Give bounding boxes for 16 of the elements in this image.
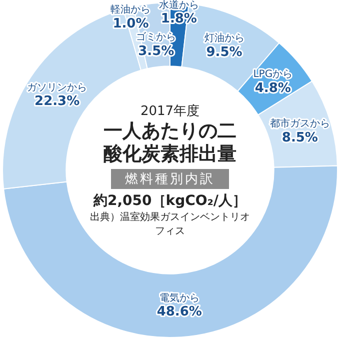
source-note: 出典）温室効果ガスインベントリオフィス (89, 210, 251, 238)
data-label: 22.3% (34, 94, 80, 110)
data-label: 8.5% (282, 130, 318, 146)
data-label: 48.6% (156, 304, 202, 320)
slice-label: 都市ガスから (270, 118, 330, 130)
data-label: 1.0% (112, 16, 149, 32)
slice-label: ガソリンから (27, 82, 88, 94)
slice-label: 電気から (159, 292, 200, 304)
data-label: 9.5% (206, 45, 242, 60)
text: 一人あたりの二酸化炭素排出量 (102, 120, 238, 166)
slice-label: LPGから (253, 69, 293, 80)
data-label: 4.8% (254, 80, 291, 96)
text: 2017年度 (140, 103, 200, 120)
text: 約2,050［kgCO₂/人］ (93, 192, 247, 210)
text: 燃料種別内訳 (111, 169, 229, 189)
slice-label: 灯油から (204, 32, 244, 44)
